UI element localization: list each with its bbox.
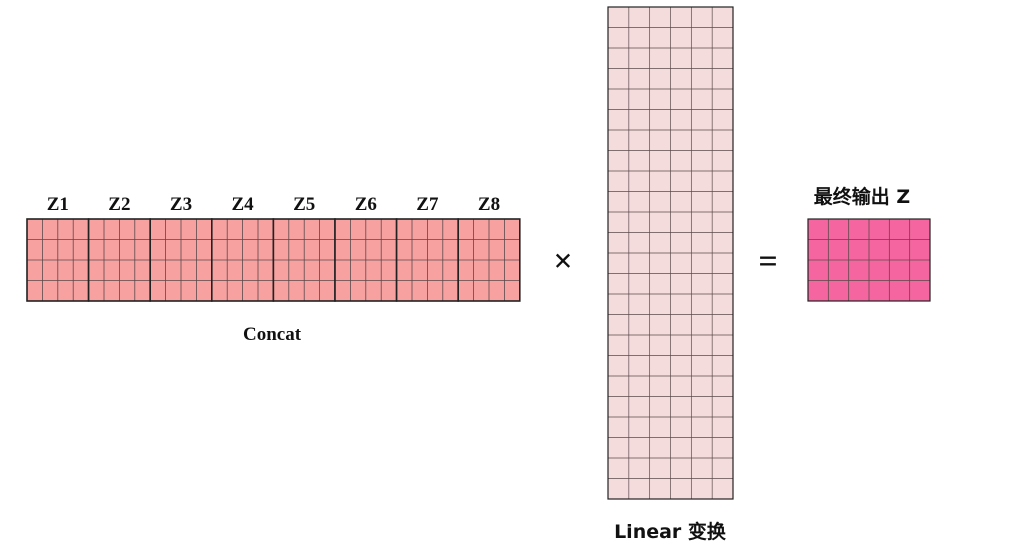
output-matrix (807, 218, 931, 302)
output-label: 最终输出 Z (814, 185, 910, 208)
output-matrix-grid (807, 218, 931, 302)
concat-matrix-group: Z1 Z2 Z3 Z4 Z5 Z6 Z7 Z8 (26, 194, 521, 302)
concat-label: Concat (243, 324, 302, 345)
concat-block-z8 (457, 218, 521, 302)
head-label-z8: Z8 (478, 194, 500, 215)
linear-weight-matrix (607, 6, 734, 500)
head-label-z4: Z4 (232, 194, 255, 215)
multiply-operator: × (553, 243, 572, 280)
concat-block-z1 (26, 218, 90, 302)
concat-block-z7 (395, 218, 460, 302)
concat-block-z2 (87, 218, 151, 302)
linear-matrix-grid (607, 6, 734, 500)
concat-block-z3 (149, 218, 213, 302)
head-label-z6: Z6 (355, 194, 377, 215)
head-label-z7: Z7 (416, 194, 439, 215)
equals-operator: = (758, 243, 777, 280)
head-label-z2: Z2 (108, 194, 130, 215)
concat-block-z4 (211, 218, 275, 302)
concat-block-z5 (272, 218, 336, 302)
linear-label: Linear 变换 (614, 520, 727, 543)
concat-block-z6 (334, 218, 398, 302)
head-label-z5: Z5 (293, 194, 315, 215)
head-label-z1: Z1 (47, 194, 69, 215)
head-label-z3: Z3 (170, 194, 192, 215)
